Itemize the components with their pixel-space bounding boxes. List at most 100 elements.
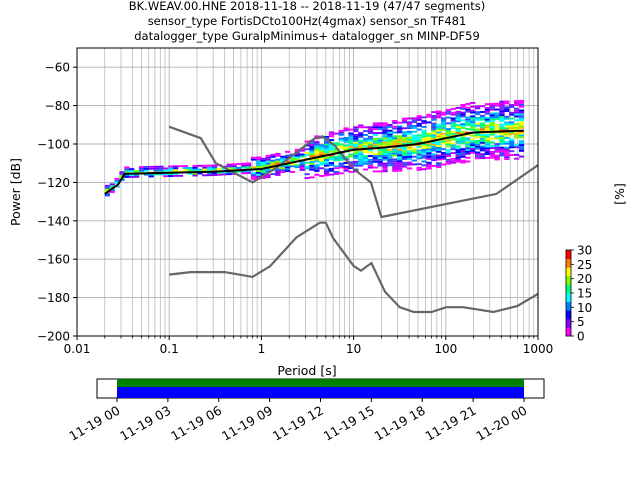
density-cell: [406, 148, 413, 151]
time-tick-label: 11-19 12: [270, 403, 326, 444]
density-cell: [255, 156, 262, 159]
density-cell: [333, 167, 339, 170]
density-cell: [431, 124, 437, 127]
density-cell: [377, 128, 383, 131]
density-cell: [470, 126, 476, 129]
density-cell: [367, 132, 374, 134]
density-cell: [504, 127, 510, 130]
density-cell: [465, 141, 471, 144]
density-cell: [421, 143, 427, 146]
density-cell: [436, 110, 442, 113]
density-cell: [377, 170, 383, 173]
y-tick-label: −180: [37, 291, 70, 305]
density-cell: [367, 128, 374, 131]
density-cell: [153, 169, 159, 172]
density-cell: [163, 175, 169, 178]
density-cell: [255, 164, 262, 167]
density-cell: [348, 145, 354, 148]
density-cell: [372, 160, 378, 163]
density-cell: [460, 140, 466, 143]
density-cell: [421, 135, 427, 138]
density-cell: [436, 158, 442, 161]
density-cell: [426, 148, 432, 151]
colorbar-segment: [566, 250, 571, 259]
density-cell: [489, 154, 495, 157]
density-cell: [421, 133, 427, 136]
density-cell: [445, 130, 452, 132]
density-cell: [411, 148, 417, 150]
density-cell: [265, 164, 271, 167]
y-tick-label: −80: [45, 99, 70, 113]
density-cell: [494, 146, 500, 149]
density-cell: [470, 117, 476, 120]
density-cell: [289, 163, 296, 166]
density-cell: [479, 126, 486, 129]
density-cell: [362, 168, 369, 171]
density-cell: [431, 130, 437, 133]
density-cell: [436, 141, 442, 144]
density-cell: [475, 145, 481, 148]
density-cell: [323, 151, 330, 154]
density-cell: [513, 111, 520, 114]
density-cell: [431, 134, 437, 137]
density-cell: [397, 160, 403, 163]
density-cell: [445, 110, 452, 113]
density-cell: [518, 99, 525, 102]
density-cell: [504, 108, 510, 111]
density-cell: [509, 150, 515, 153]
density-cell: [387, 125, 393, 128]
density-cell: [163, 169, 169, 172]
density-cell: [436, 143, 442, 146]
colorbar-segment: [566, 258, 571, 268]
density-cell: [319, 146, 325, 149]
density-cell: [392, 131, 398, 134]
density-cell: [119, 171, 125, 174]
density-cell: [333, 157, 339, 160]
density-cell: [362, 162, 369, 165]
density-cell: [436, 112, 442, 115]
density-cell: [518, 136, 525, 139]
density-cell: [499, 142, 505, 145]
density-cell: [465, 124, 471, 127]
time-tick-label: 11-20 00: [473, 403, 529, 444]
density-cell: [475, 105, 481, 108]
density-cell: [362, 151, 369, 154]
density-cell: [445, 155, 452, 157]
density-cell: [479, 149, 486, 152]
density-cell: [387, 129, 393, 132]
density-cell: [328, 164, 335, 166]
density-cell: [387, 131, 393, 134]
density-cell: [401, 152, 408, 155]
density-cell: [401, 138, 408, 141]
density-cell: [440, 128, 447, 131]
density-cell: [275, 160, 281, 163]
density-cell: [338, 166, 344, 169]
density-cell: [148, 175, 154, 178]
density-cell: [377, 137, 383, 140]
density-cell: [343, 146, 349, 149]
density-cell: [114, 179, 120, 182]
density-cell: [382, 135, 388, 138]
density-cell: [489, 137, 495, 140]
density-cell: [397, 150, 403, 153]
density-cell: [372, 132, 378, 134]
density-cell: [392, 135, 398, 138]
density-cell: [387, 162, 393, 165]
density-cell: [260, 159, 266, 162]
median-line: [104, 129, 524, 195]
density-cell: [382, 156, 388, 159]
density-cell: [499, 117, 505, 120]
density-cell: [372, 170, 378, 173]
density-cell: [348, 140, 354, 143]
density-cell: [392, 166, 398, 169]
density-cell: [489, 104, 495, 107]
density-cell: [421, 147, 427, 150]
density-cell: [211, 172, 218, 175]
median-curve: [104, 129, 524, 195]
density-cell: [333, 142, 339, 145]
density-cell: [119, 175, 125, 178]
density-cell: [406, 123, 413, 126]
density-cell: [401, 154, 408, 157]
density-cell: [265, 174, 271, 177]
density-cell: [328, 146, 335, 149]
